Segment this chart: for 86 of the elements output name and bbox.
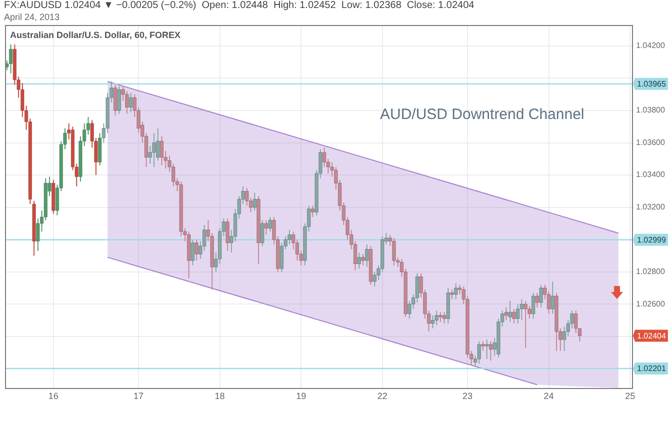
annotation: AUD/USD Downtrend Channel (380, 106, 584, 123)
candlestick (531, 292, 536, 320)
candlestick (392, 237, 396, 266)
candlestick (264, 220, 268, 236)
candlestick (318, 148, 322, 179)
candlestick (423, 289, 427, 320)
candlestick (454, 282, 458, 300)
candlestick (357, 252, 361, 270)
candlestick (477, 340, 481, 364)
candlestick (226, 218, 230, 252)
candlestick (168, 155, 172, 172)
candlestick (442, 312, 446, 324)
candlestick (272, 216, 276, 245)
y-tick-label: 1.03400 (636, 170, 666, 180)
candlestick (470, 350, 474, 366)
candlestick (512, 308, 516, 324)
candlestick (160, 136, 164, 166)
y-tick-label: 1.02800 (636, 267, 666, 276)
candlestick (152, 132, 156, 168)
x-tick-label: 23 (462, 390, 473, 401)
candlestick (430, 314, 435, 329)
x-tick-label: 22 (377, 390, 388, 401)
x-tick-label: 24 (544, 390, 554, 401)
candlestick (434, 310, 438, 326)
candlestick (330, 162, 334, 178)
candlestick (481, 340, 485, 352)
candlestick (488, 340, 493, 362)
candlestick (268, 216, 272, 232)
candlestick (419, 272, 423, 298)
candlestick (520, 298, 524, 321)
candlestick (535, 292, 540, 308)
candlestick (310, 205, 315, 218)
candlestick (361, 254, 365, 266)
x-tick-label: 19 (296, 390, 306, 401)
y-tick-label: 1.02600 (636, 299, 666, 308)
candlestick (125, 90, 129, 114)
ref-line-label: 1.02999 (637, 235, 666, 244)
candlestick (365, 244, 369, 268)
candlestick (252, 192, 256, 212)
candlestick (288, 229, 292, 245)
candlestick (570, 310, 574, 329)
x-tick-label: 18 (214, 390, 225, 401)
candlestick (408, 300, 412, 320)
candlestick (110, 80, 114, 103)
chart-subtitle: April 24, 2013 (4, 12, 60, 22)
candlestick (438, 312, 442, 322)
candlestick (194, 239, 198, 262)
candlestick (36, 218, 40, 252)
candlestick (574, 310, 578, 334)
candlestick (376, 264, 380, 280)
candlestick (8, 44, 13, 74)
candlestick (508, 300, 512, 322)
ref-line-label: 1.02201 (637, 364, 666, 374)
chart-title: FX:AUDUSD 1.02404 ▼ −0.00205 (−0.2%) Open: 1.02448 High: 1.02452 Low: 1.02368 Close: 1.02404 (4, 0, 474, 11)
candlestick (462, 286, 466, 305)
x-tick-label: 25 (625, 390, 636, 401)
y-tick-label: 1.04200 (636, 41, 666, 50)
candlestick (90, 120, 94, 148)
candlestick (113, 84, 118, 116)
candlestick (524, 300, 528, 348)
candlestick (245, 187, 249, 206)
candlestick (504, 306, 508, 321)
candlestick (539, 284, 543, 308)
candlestick (558, 328, 562, 352)
x-tick-label: 16 (48, 390, 58, 401)
ref-line-label: 1.03965 (637, 80, 666, 89)
candlestick (550, 281, 555, 314)
candlestick (260, 220, 264, 247)
candlestick (372, 271, 376, 287)
annotation: Australian Dollar/U.S. Dollar, 60, FOREX (10, 30, 181, 40)
candlestick (117, 86, 122, 114)
candlestick (172, 163, 176, 187)
y-tick-label: 1.03600 (636, 138, 666, 147)
candlestick (94, 137, 98, 176)
candlestick (63, 128, 67, 150)
x-tick-label: 17 (134, 390, 144, 401)
text: 1.02404 (637, 331, 666, 340)
y-tick-label: 1.03200 (636, 202, 666, 212)
candlestick (121, 86, 125, 102)
candlestick (156, 128, 160, 162)
candlestick (148, 146, 152, 164)
candlestick (128, 92, 133, 113)
candlestick (516, 304, 520, 324)
candlestick (190, 239, 195, 266)
candlestick (528, 305, 532, 320)
y-tick-label: 1.03800 (636, 106, 666, 115)
